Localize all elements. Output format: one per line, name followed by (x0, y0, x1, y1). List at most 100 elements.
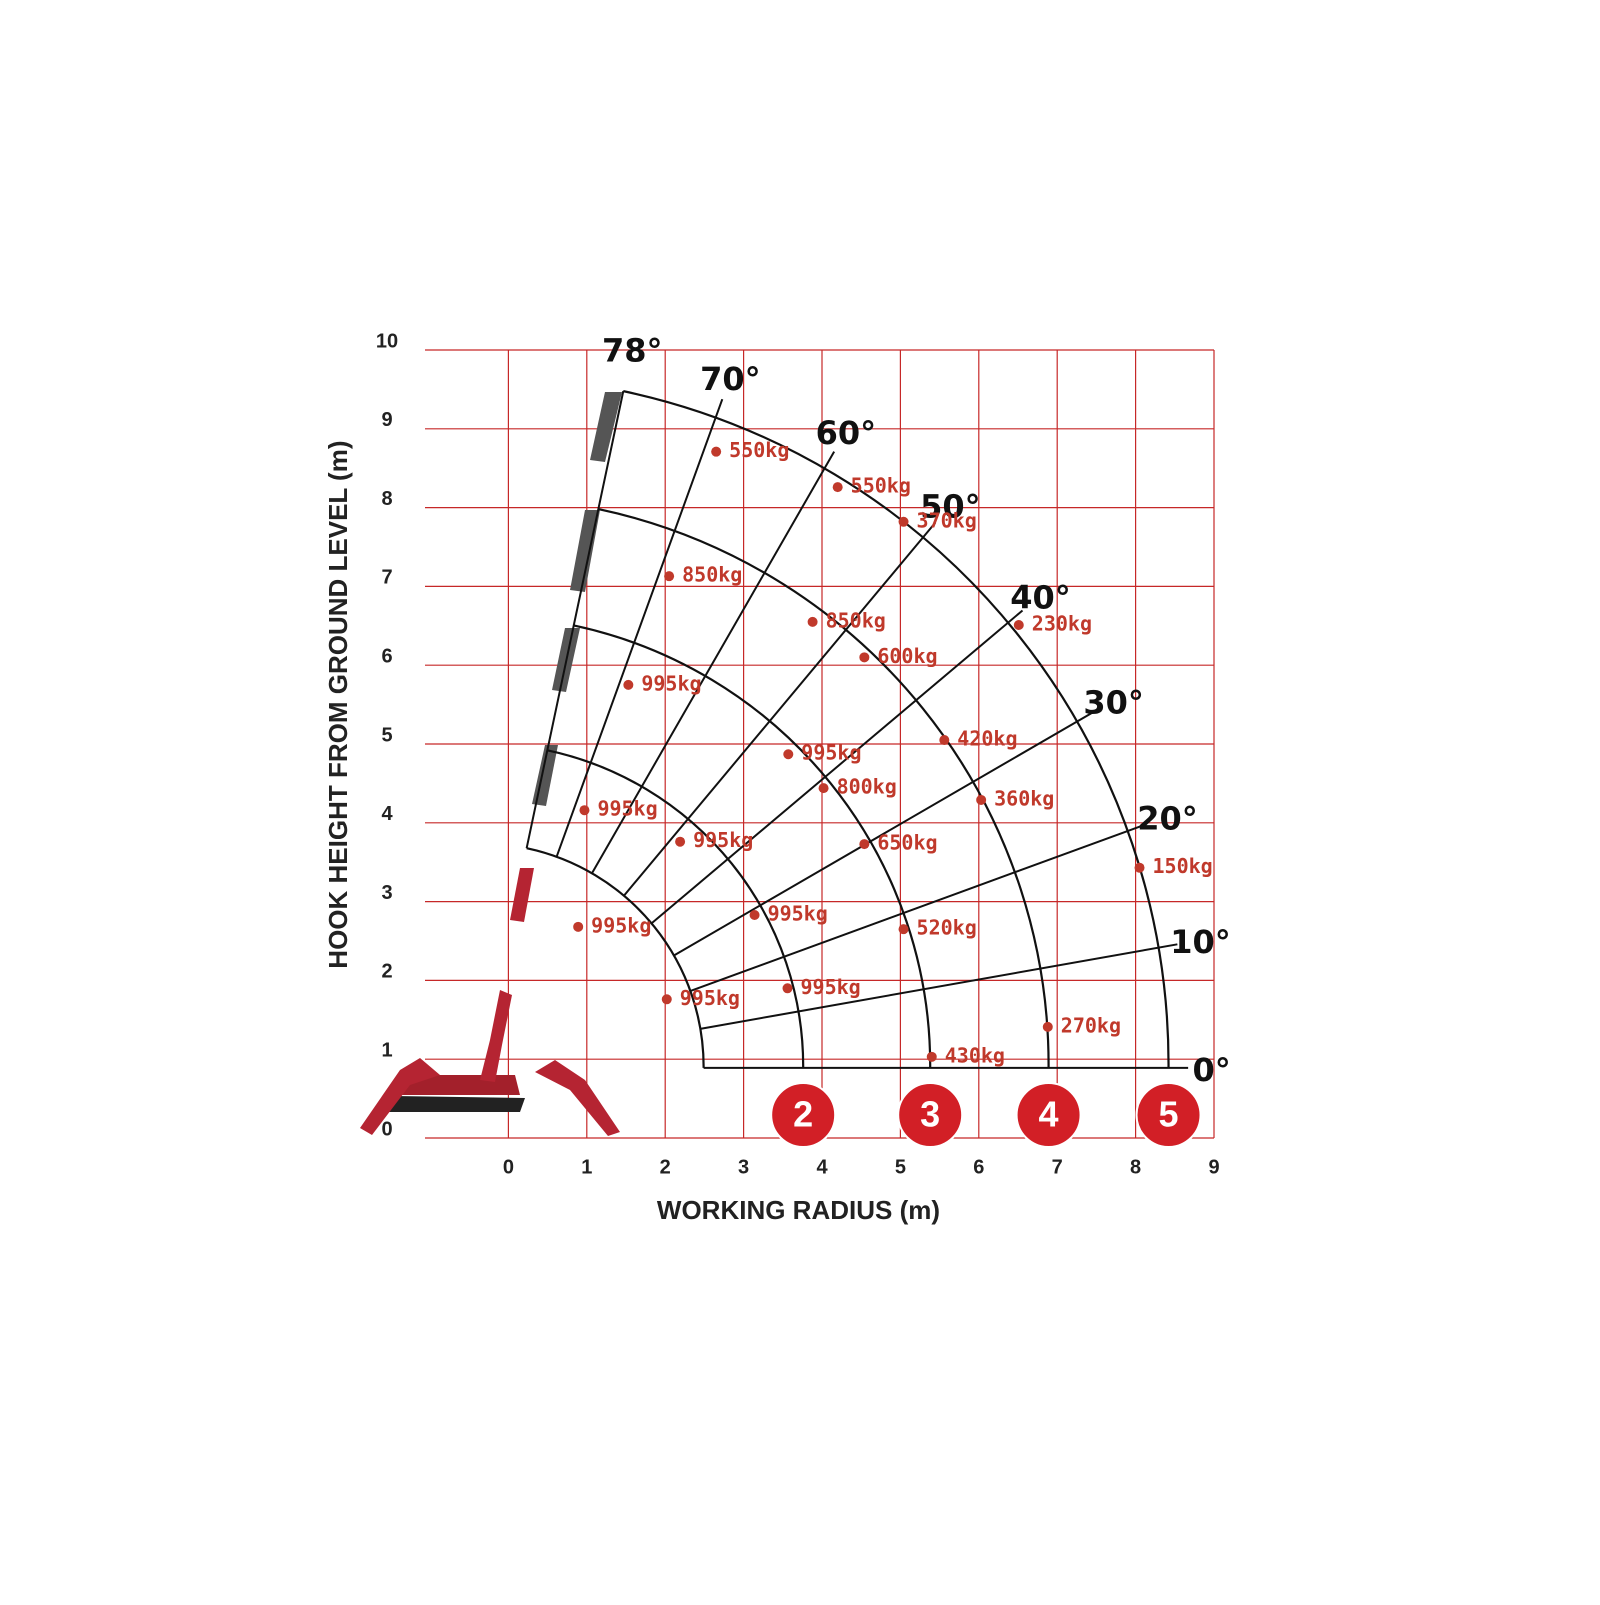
y-tick-label: 10 (376, 330, 398, 352)
load-label: 850kg (826, 608, 886, 632)
angle-label: 10° (1170, 923, 1231, 961)
load-point (807, 616, 818, 627)
load-point (1013, 620, 1024, 631)
x-tick-label: 5 (895, 1156, 906, 1178)
boom-section-badge (1015, 1082, 1082, 1148)
x-tick-label: 3 (738, 1156, 749, 1178)
load-point (623, 679, 634, 690)
load-label: 360kg (994, 786, 1054, 810)
load-label: 800kg (837, 775, 897, 799)
boom-section-label: 2 (793, 1094, 813, 1135)
load-point (939, 735, 950, 746)
load-point (976, 794, 987, 805)
y-tick-label: 0 (381, 1118, 392, 1140)
angle-label: 60° (816, 414, 877, 452)
boom-section-badge (897, 1082, 964, 1148)
crane-boom (510, 868, 534, 922)
x-tick-label: 4 (816, 1156, 828, 1178)
reach-arc (598, 507, 1050, 1068)
load-point (898, 516, 909, 527)
angle-label: 78° (602, 332, 663, 370)
boom-section-badge (1135, 1082, 1202, 1148)
crane-boom (590, 392, 622, 462)
crane-boom (532, 745, 558, 806)
crane-track (380, 1096, 525, 1112)
y-tick-label: 9 (381, 409, 392, 431)
load-point (579, 805, 590, 816)
crane-illustration (360, 392, 622, 1136)
angle-label: 20° (1137, 799, 1198, 837)
crane-leg (535, 1060, 620, 1136)
load-point (1042, 1021, 1053, 1032)
load-label: 230kg (1032, 612, 1092, 636)
load-point (573, 921, 584, 932)
load-point (749, 909, 760, 920)
load-point (859, 839, 870, 850)
load-label: 995kg (641, 671, 701, 695)
y-tick-label: 3 (381, 882, 392, 904)
y-tick-label: 1 (381, 1039, 392, 1061)
y-axis-title: HOOK HEIGHT FROM GROUND LEVEL (m) (323, 440, 353, 968)
load-label: 995kg (597, 797, 657, 821)
load-point (859, 652, 870, 663)
load-label: 420kg (957, 727, 1017, 751)
reach-arc (526, 847, 705, 1068)
load-point (832, 482, 843, 493)
angle-line (650, 609, 1024, 925)
load-label: 550kg (851, 474, 911, 498)
load-label: 650kg (877, 831, 937, 855)
y-tick-label: 6 (381, 645, 392, 667)
x-tick-label: 1 (581, 1156, 592, 1178)
y-tick-label: 5 (381, 724, 392, 746)
load-label: 995kg (591, 913, 651, 937)
angle-label: 40° (1010, 578, 1071, 616)
reach-arc (623, 390, 1170, 1068)
x-tick-label: 8 (1130, 1156, 1141, 1178)
load-point (1134, 862, 1145, 873)
crane-leg (360, 1058, 440, 1135)
crane-boom (570, 510, 600, 592)
load-label: 995kg (768, 901, 828, 925)
angle-line (525, 390, 625, 849)
load-point (782, 983, 793, 994)
angle-label: 30° (1083, 683, 1144, 721)
crane-boom-base (480, 990, 512, 1082)
angle-label: 50° (920, 488, 981, 526)
y-tick-label: 7 (381, 567, 392, 589)
y-tick-label: 2 (381, 961, 392, 983)
angle-label: 70° (700, 360, 761, 398)
load-point (675, 836, 686, 847)
x-tick-label: 7 (1052, 1156, 1063, 1178)
load-label: 370kg (917, 508, 977, 532)
boom-section-label: 3 (920, 1094, 940, 1135)
load-label: 600kg (877, 644, 937, 668)
load-point (661, 994, 672, 1005)
load-label: 550kg (729, 438, 789, 462)
x-axis-title: WORKING RADIUS (m) (657, 1195, 940, 1225)
load-point (818, 783, 829, 794)
load-label: 270kg (1061, 1013, 1121, 1037)
load-point (898, 924, 909, 935)
y-tick-label: 4 (381, 803, 393, 825)
reach-arc (573, 624, 932, 1068)
x-tick-label: 6 (973, 1156, 984, 1178)
load-point (783, 749, 794, 760)
load-point (711, 446, 722, 457)
angle-line (700, 943, 1178, 1030)
load-label: 995kg (693, 828, 753, 852)
reach-arc (547, 749, 805, 1068)
x-tick-label: 2 (660, 1156, 671, 1178)
load-label: 995kg (680, 986, 740, 1010)
load-label: 150kg (1153, 854, 1213, 878)
angle-line (673, 711, 1094, 957)
x-tick-label: 9 (1208, 1156, 1219, 1178)
boom-section-badge (770, 1082, 837, 1148)
angle-label: 0° (1193, 1051, 1231, 1089)
load-label: 520kg (917, 916, 977, 940)
load-point (926, 1051, 937, 1062)
angle-line (591, 451, 836, 874)
load-label: 995kg (801, 741, 861, 765)
angle-line (689, 823, 1146, 992)
load-label: 850kg (682, 563, 742, 587)
